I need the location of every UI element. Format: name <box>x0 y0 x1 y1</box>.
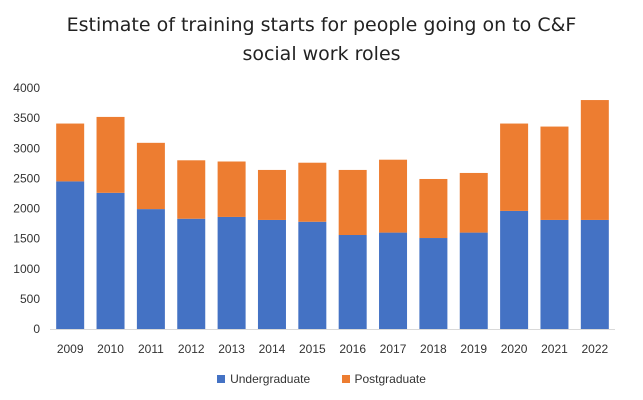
x-tick-label-2016: 2016 <box>339 342 366 356</box>
bar-postgraduate-2019 <box>459 172 488 233</box>
y-tick-label-2500: 2500 <box>13 171 40 185</box>
chart-title-line-2: social work roles <box>242 43 401 65</box>
y-tick-label-2000: 2000 <box>13 202 40 216</box>
bar-undergraduate-2021 <box>540 219 569 329</box>
x-tick-label-2017: 2017 <box>380 342 407 356</box>
y-tick-label-1500: 1500 <box>13 232 40 246</box>
bar-undergraduate-2015 <box>298 221 327 329</box>
y-tick-label-4000: 4000 <box>13 81 40 95</box>
bar-postgraduate-2009 <box>56 123 85 182</box>
x-tick-label-2015: 2015 <box>299 342 326 356</box>
x-tick-label-2022: 2022 <box>581 342 608 356</box>
bar-postgraduate-2016 <box>338 169 367 236</box>
bar-undergraduate-2018 <box>419 238 448 329</box>
x-tick-label-2019: 2019 <box>460 342 487 356</box>
x-tick-label-2012: 2012 <box>178 342 205 356</box>
bar-postgraduate-2014 <box>257 169 286 220</box>
y-tick-label-1000: 1000 <box>13 262 40 276</box>
bar-undergraduate-2017 <box>379 232 408 329</box>
bar-undergraduate-2022 <box>580 219 609 329</box>
bar-undergraduate-2019 <box>459 232 488 329</box>
bar-undergraduate-2009 <box>56 181 85 329</box>
bar-postgraduate-2020 <box>500 123 529 211</box>
legend-swatch-undergraduate <box>217 375 226 383</box>
legend-swatch-postgraduate <box>341 375 350 383</box>
y-tick-label-500: 500 <box>20 292 40 306</box>
y-tick-label-3000: 3000 <box>13 141 40 155</box>
legend-label-undergraduate: Undergraduate <box>230 372 311 386</box>
bar-postgraduate-2010 <box>96 116 125 193</box>
bar-postgraduate-2021 <box>540 126 569 220</box>
bar-postgraduate-2013 <box>217 161 246 217</box>
legend-item-undergraduate: Undergraduate <box>217 372 310 386</box>
bar-undergraduate-2014 <box>257 219 286 329</box>
x-tick-label-2013: 2013 <box>218 342 245 356</box>
chart-title-line-1: Estimate of training starts for people g… <box>66 14 577 36</box>
bar-undergraduate-2010 <box>96 192 125 329</box>
y-tick-label-3500: 3500 <box>13 111 40 125</box>
x-tick-label-2014: 2014 <box>259 342 286 356</box>
bar-postgraduate-2018 <box>419 178 448 239</box>
bar-postgraduate-2015 <box>298 162 327 222</box>
bar-postgraduate-2017 <box>379 159 408 233</box>
x-tick-label-2018: 2018 <box>420 342 447 356</box>
bar-undergraduate-2020 <box>500 210 529 329</box>
x-tick-label-2011: 2011 <box>138 342 164 356</box>
x-tick-label-2010: 2010 <box>97 342 124 356</box>
y-tick-label-0: 0 <box>33 322 40 336</box>
bar-undergraduate-2016 <box>338 235 367 329</box>
bar-undergraduate-2012 <box>177 218 206 329</box>
legend-item-postgraduate: Postgraduate <box>341 372 426 386</box>
bar-undergraduate-2011 <box>136 209 165 329</box>
chart-legend: Undergraduate Postgraduate <box>0 372 643 386</box>
legend-label-postgraduate: Postgraduate <box>354 372 426 386</box>
x-tick-label-2021: 2021 <box>541 342 568 356</box>
bar-postgraduate-2022 <box>580 100 609 220</box>
bar-undergraduate-2013 <box>217 216 246 329</box>
x-tick-label-2009: 2009 <box>57 342 84 356</box>
bar-postgraduate-2012 <box>177 160 206 219</box>
x-tick-label-2020: 2020 <box>501 342 528 356</box>
bar-postgraduate-2011 <box>136 142 165 210</box>
